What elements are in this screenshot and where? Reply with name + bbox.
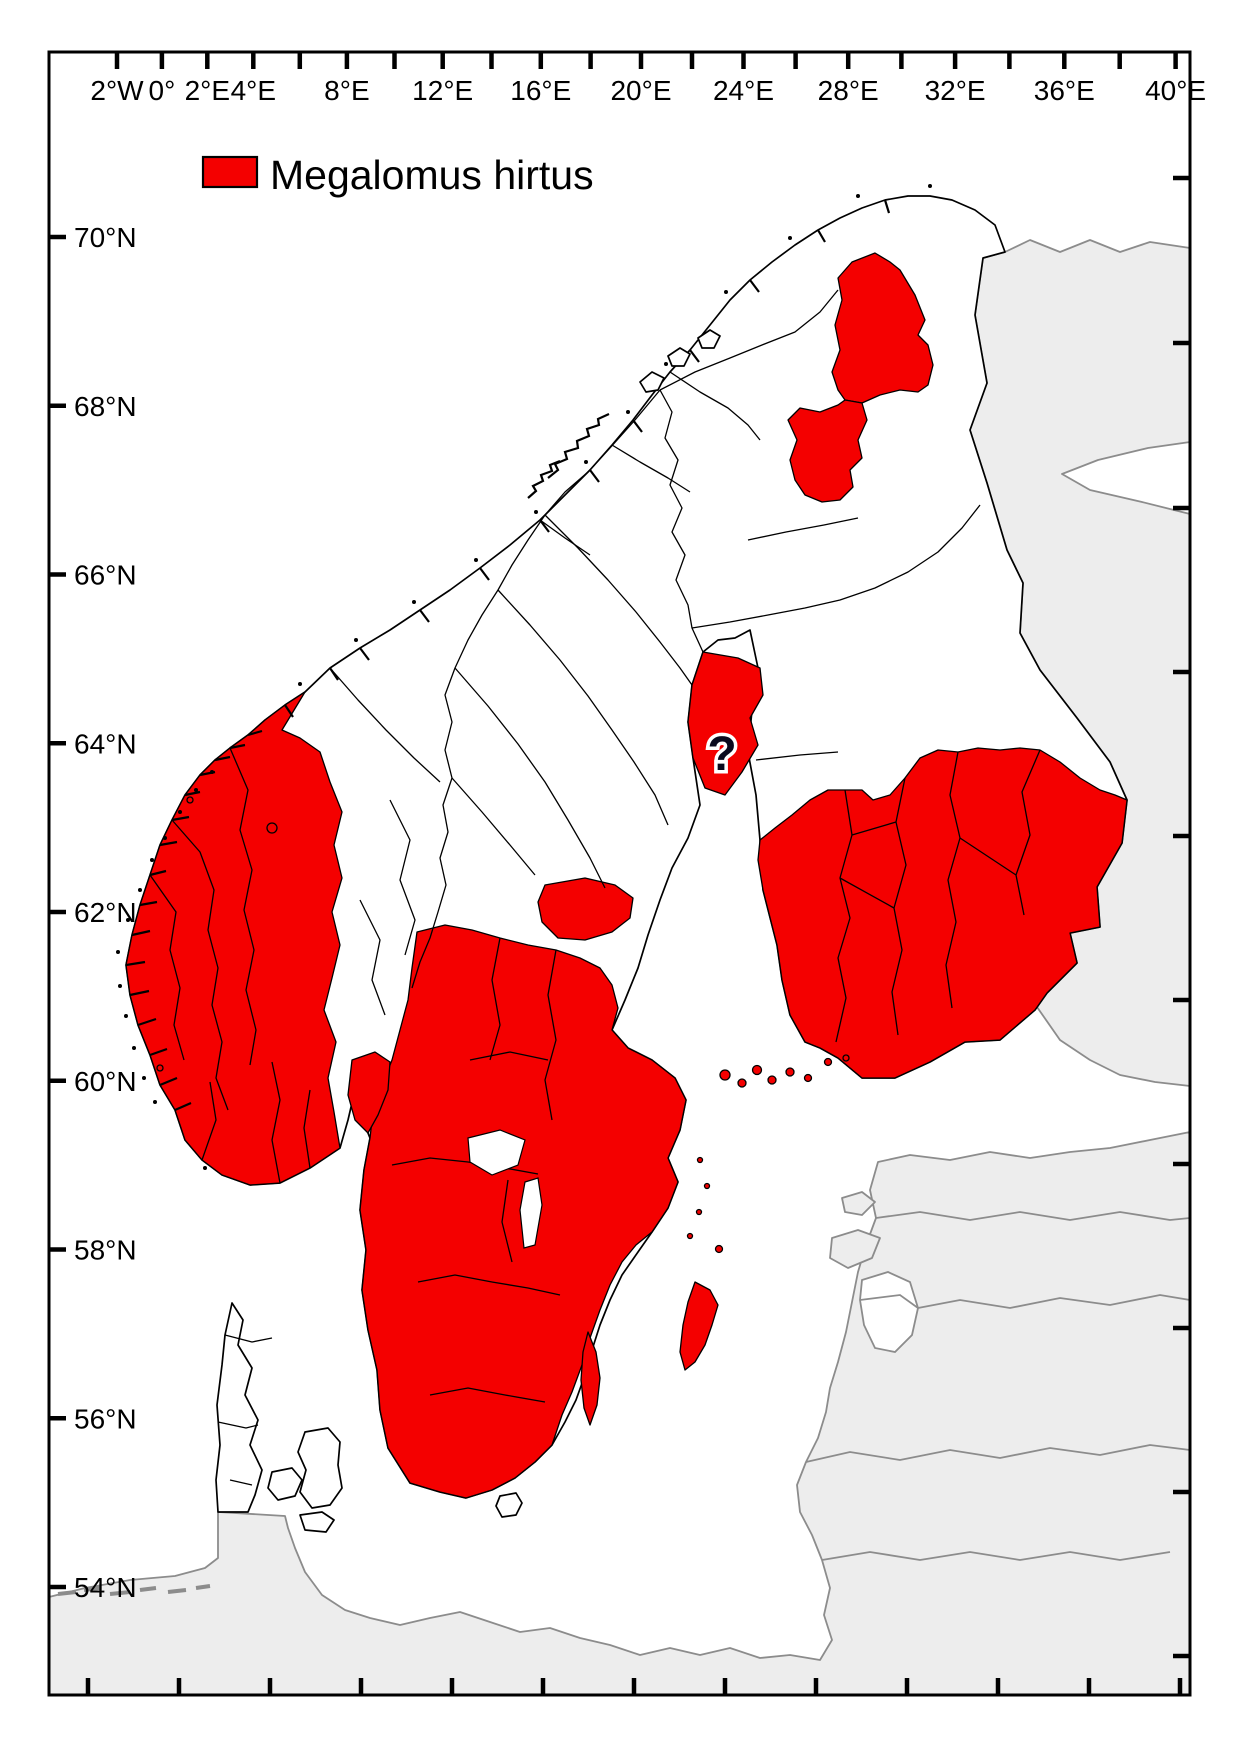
longitude-label: 16°E: [510, 75, 571, 106]
south-norway-province-borders: [329, 667, 441, 1016]
latitude-label: 60°N: [74, 1066, 137, 1097]
latitude-label: 68°N: [74, 391, 137, 422]
region-oland: [580, 1331, 601, 1426]
wadden-islands: [57, 1584, 211, 1596]
stockholm-archipelago-red: [686, 1156, 711, 1240]
region-vasterbotten-uncertain: [687, 651, 764, 796]
longitude-label: 2°W: [90, 75, 144, 106]
latitude-label: 56°N: [74, 1403, 137, 1434]
latitude-label: 64°N: [74, 728, 137, 759]
troms-province-borders: [539, 371, 761, 556]
senja-islands: [639, 329, 721, 393]
latitude-label: 70°N: [74, 222, 137, 253]
denmark-internal-borders: [217, 1334, 273, 1486]
region-inari: [831, 252, 934, 404]
region-southwest-norway: [125, 691, 343, 1186]
region-gotska-sandon: [714, 1244, 724, 1254]
legend-swatch: [201, 155, 259, 189]
lake-vanern: [467, 1129, 526, 1176]
longitude-label: 20°E: [610, 75, 671, 106]
region-south-finland: [757, 747, 1128, 1079]
hiiumaa-island: [841, 1191, 876, 1216]
longitude-label: 40°E: [1145, 75, 1206, 106]
graticule-ticks: [49, 52, 1190, 1695]
latitude-label: 54°N: [74, 1572, 137, 1603]
region-oslo: [347, 1051, 391, 1134]
latitude-label: 58°N: [74, 1235, 137, 1266]
southwest-norway-province-borders: [149, 747, 311, 1184]
region-jamtland: [537, 877, 634, 941]
longitude-label: 2°E: [185, 75, 230, 106]
longitude-label: 4°E: [231, 75, 276, 106]
baltic-internal-borders: [805, 1211, 1191, 1561]
denmark-funen: [267, 1467, 303, 1501]
sweden-finland-border: [659, 389, 704, 653]
denmark-zealand: [297, 1427, 343, 1509]
aland-archipelago: [719, 1054, 850, 1088]
map-frame: [47, 50, 1192, 1697]
lofoten-chain: [527, 412, 610, 499]
latitude-label: 66°N: [74, 560, 137, 591]
norway-finland-border: [659, 289, 839, 391]
denmark-jutland: [215, 1302, 263, 1513]
uncertain-record-marker: ?: [707, 728, 736, 781]
longitude-label: 24°E: [713, 75, 774, 106]
country-borders: [217, 289, 981, 1486]
bornholm-island: [495, 1492, 523, 1518]
background-countries: [48, 239, 1191, 1696]
axis-labels: 2°W 0° 2°E 4°E 8°E 12°E 16°E 20°E 24°E 28°E 32°E 36…: [74, 75, 1206, 1603]
legend-label: Megalomus hirtus: [270, 152, 594, 198]
norway-red-islets: [156, 796, 278, 1072]
longitude-label: 8°E: [324, 75, 369, 106]
longitude-label: 0°: [149, 75, 176, 106]
fjord-detail: [125, 199, 891, 1112]
coastal-islets: [116, 184, 932, 1170]
longitude-label: 12°E: [412, 75, 473, 106]
denmark-lolland: [299, 1511, 335, 1533]
norway-sweden-border: [411, 389, 661, 989]
lapland-province-borders: [691, 504, 981, 761]
longitude-label: 28°E: [818, 75, 879, 106]
norrland-province-borders: [451, 514, 693, 889]
south-finland-province-borders: [835, 749, 1041, 1043]
latitude-label: 62°N: [74, 897, 137, 928]
baltic-and-south-region: [48, 1131, 1191, 1696]
region-sodankyla: [787, 399, 868, 503]
region-gotland: [679, 1281, 719, 1371]
gulf-of-riga: [859, 1271, 919, 1353]
south-sweden-province-borders: [391, 937, 561, 1403]
longitude-label: 36°E: [1034, 75, 1095, 106]
legend: Megalomus hirtus: [201, 152, 594, 198]
longitude-label: 32°E: [925, 75, 986, 106]
saaremaa-island: [829, 1229, 881, 1269]
lake-vattern: [519, 1177, 543, 1249]
